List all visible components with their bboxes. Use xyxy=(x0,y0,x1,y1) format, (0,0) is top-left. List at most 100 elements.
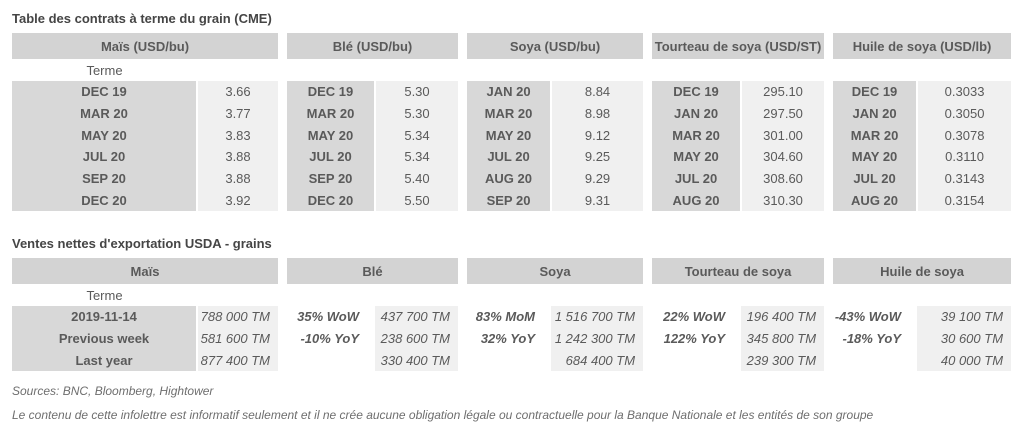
contract-month-cell: JUL 20 xyxy=(12,146,198,168)
column-gap xyxy=(278,349,287,372)
contract-month-cell: JAN 20 xyxy=(833,102,919,125)
price-cell: 8.84 xyxy=(551,81,644,103)
export-volume-cell: 437 700 TM xyxy=(375,306,459,328)
footer: Sources: BNC, Bloomberg, Hightower Le co… xyxy=(12,384,1012,422)
column-gap xyxy=(643,327,653,350)
terme-label: Terme xyxy=(12,59,197,81)
empty-cell xyxy=(551,284,644,307)
column-gap xyxy=(278,167,287,190)
column-gap xyxy=(278,124,287,147)
contract-month-cell: JUL 20 xyxy=(833,167,919,190)
contract-month-cell: MAY 20 xyxy=(833,146,919,168)
column-gap xyxy=(278,146,287,168)
column-gap xyxy=(458,349,468,372)
empty-cell xyxy=(375,284,459,307)
contract-month-cell: AUG 20 xyxy=(833,189,919,212)
column-gap xyxy=(278,59,287,81)
empty-cell xyxy=(917,59,1012,81)
column-gap xyxy=(458,33,468,59)
export-volume-cell: 40 000 TM xyxy=(917,349,1012,372)
export-volume-cell: 330 400 TM xyxy=(375,349,459,372)
price-cell: 8.98 xyxy=(551,102,644,125)
export-volume-cell: 196 400 TM xyxy=(741,306,825,328)
contract-month-cell: SEP 20 xyxy=(467,189,553,212)
export-row-label: Previous week xyxy=(12,327,198,350)
price-cell: 5.30 xyxy=(375,81,459,103)
column-gap xyxy=(278,327,287,350)
contract-month-cell: MAY 20 xyxy=(652,146,743,168)
price-cell: 297.50 xyxy=(741,102,825,125)
group-header: Soya xyxy=(467,258,644,285)
column-gap xyxy=(643,102,653,125)
export-change-cell xyxy=(652,349,742,372)
contract-month-cell: DEC 19 xyxy=(287,81,376,103)
column-gap xyxy=(458,124,468,147)
column-gap xyxy=(643,189,653,212)
column-gap xyxy=(824,81,834,103)
column-gap xyxy=(824,124,834,147)
empty-cell xyxy=(833,284,918,307)
price-cell: 301.00 xyxy=(741,124,825,147)
price-cell: 295.10 xyxy=(741,81,825,103)
contract-month-cell: MAR 20 xyxy=(833,124,919,147)
export-volume-cell: 1 242 300 TM xyxy=(551,327,644,350)
column-gap xyxy=(824,258,834,285)
price-cell: 308.60 xyxy=(741,167,825,190)
export-change-cell: 22% WoW xyxy=(652,306,742,328)
column-gap xyxy=(458,167,468,190)
group-header: Huile de soya xyxy=(833,258,1012,285)
empty-cell xyxy=(652,59,742,81)
futures-table: Maïs (USD/bu) Blé (USD/bu) Soya (USD/bu) To… xyxy=(12,33,1012,212)
price-cell: 3.66 xyxy=(197,81,278,103)
column-gap xyxy=(643,284,653,307)
column-gap xyxy=(643,167,653,190)
price-cell: 9.25 xyxy=(551,146,644,168)
empty-cell xyxy=(287,59,375,81)
column-gap xyxy=(824,146,834,168)
empty-cell xyxy=(467,59,552,81)
group-header: Soya (USD/bu) xyxy=(467,33,644,59)
export-volume-cell: 877 400 TM xyxy=(197,349,278,372)
empty-cell xyxy=(917,284,1012,307)
column-gap xyxy=(458,306,468,328)
price-cell: 3.88 xyxy=(197,146,278,168)
contract-month-cell: MAY 20 xyxy=(12,124,198,147)
column-gap xyxy=(824,284,834,307)
empty-cell xyxy=(741,59,825,81)
column-gap xyxy=(824,167,834,190)
column-gap xyxy=(278,33,287,59)
column-gap xyxy=(458,189,468,212)
empty-cell xyxy=(375,59,459,81)
contract-month-cell: JAN 20 xyxy=(652,102,743,125)
futures-section: Table des contrats à terme du grain (CME… xyxy=(12,11,1012,212)
price-cell: 0.3050 xyxy=(917,102,1012,125)
group-header: Huile de soya (USD/lb) xyxy=(833,33,1012,59)
price-cell: 3.88 xyxy=(197,167,278,190)
sources-note: Sources: BNC, Bloomberg, Hightower xyxy=(12,384,214,399)
export-volume-cell: 1 516 700 TM xyxy=(551,306,644,328)
column-gap xyxy=(643,146,653,168)
group-header: Blé (USD/bu) xyxy=(287,33,459,59)
export-change-cell: 35% WoW xyxy=(287,306,375,328)
export-volume-cell: 39 100 TM xyxy=(917,306,1012,328)
contract-month-cell: SEP 20 xyxy=(12,167,198,190)
column-gap xyxy=(278,189,287,212)
empty-cell xyxy=(833,59,918,81)
contract-month-cell: MAR 20 xyxy=(287,102,376,125)
futures-table-title: Table des contrats à terme du grain (CME… xyxy=(12,11,272,26)
contract-month-cell: MAR 20 xyxy=(652,124,743,147)
contract-month-cell: JAN 20 xyxy=(467,81,553,103)
price-cell: 0.3033 xyxy=(917,81,1012,103)
column-gap xyxy=(824,306,834,328)
export-change-cell: 32% YoY xyxy=(467,327,552,350)
price-cell: 5.40 xyxy=(375,167,459,190)
price-cell: 0.3154 xyxy=(917,189,1012,212)
export-change-cell: 83% MoM xyxy=(467,306,552,328)
contract-month-cell: JUL 20 xyxy=(287,146,376,168)
export-volume-cell: 581 600 TM xyxy=(197,327,278,350)
group-header: Tourteau de soya (USD/ST) xyxy=(652,33,825,59)
export-change-cell: -18% YoY xyxy=(833,327,918,350)
price-cell: 310.30 xyxy=(741,189,825,212)
column-gap xyxy=(458,102,468,125)
exports-table: Maïs Blé Soya Tourteau de soya Huile de soya… xyxy=(12,258,1012,372)
